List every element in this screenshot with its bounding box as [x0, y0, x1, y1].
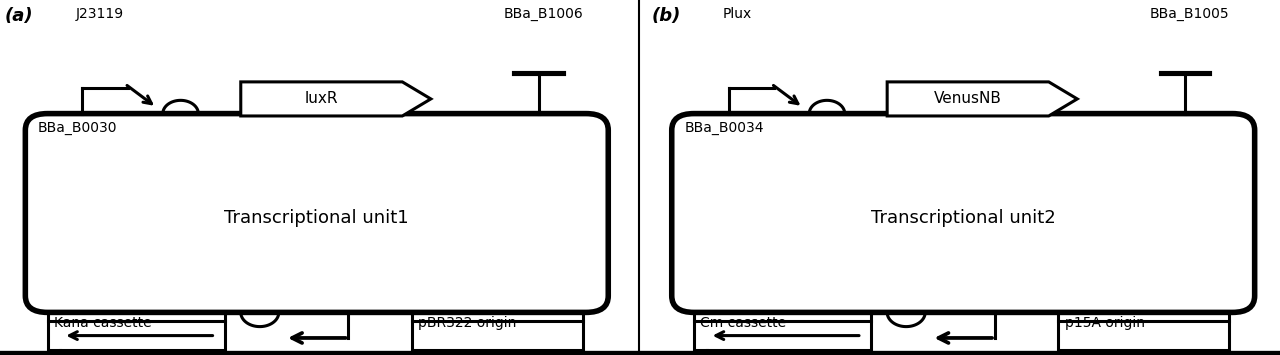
Text: (b): (b)	[652, 7, 681, 25]
Text: p15A origin: p15A origin	[1065, 316, 1144, 330]
Text: Transcriptional unit2: Transcriptional unit2	[870, 209, 1056, 227]
Bar	[1059, 321, 1229, 350]
FancyBboxPatch shape	[672, 114, 1254, 312]
Polygon shape	[887, 82, 1078, 116]
Text: J23119: J23119	[76, 7, 124, 21]
Text: BBa_B1005: BBa_B1005	[1151, 7, 1230, 21]
Text: VenusNB: VenusNB	[934, 92, 1002, 106]
Text: Plux: Plux	[722, 7, 751, 21]
FancyBboxPatch shape	[26, 114, 608, 312]
Text: luxR: luxR	[305, 92, 338, 106]
Text: BBa_B0034: BBa_B0034	[685, 121, 764, 135]
Bar	[412, 321, 582, 350]
Text: Kana cassette: Kana cassette	[54, 316, 151, 330]
Text: BBa_B0030: BBa_B0030	[38, 121, 118, 135]
Text: Transcriptional unit1: Transcriptional unit1	[224, 209, 410, 227]
Bar	[47, 321, 225, 350]
Text: Cm cassette: Cm cassette	[700, 316, 786, 330]
Text: (a): (a)	[5, 7, 33, 25]
Text: pBR322 origin: pBR322 origin	[419, 316, 517, 330]
Text: BBa_B1006: BBa_B1006	[504, 7, 584, 21]
Polygon shape	[241, 82, 431, 116]
Bar	[694, 321, 872, 350]
